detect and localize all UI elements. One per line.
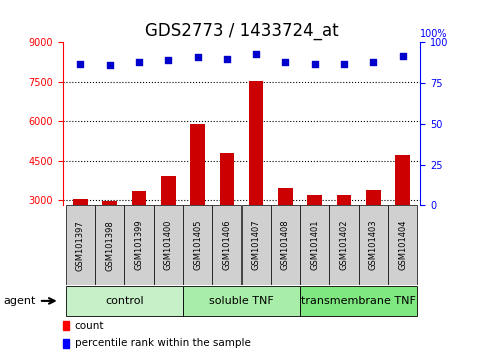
Bar	[337, 195, 351, 279]
Title: GDS2773 / 1433724_at: GDS2773 / 1433724_at	[145, 22, 338, 40]
Text: control: control	[105, 296, 143, 306]
Bar	[366, 189, 381, 279]
Text: GSM101403: GSM101403	[369, 220, 378, 270]
Bar	[132, 191, 146, 279]
Text: GSM101405: GSM101405	[193, 220, 202, 270]
Point	[164, 58, 172, 63]
Point	[399, 53, 407, 58]
Bar	[183, 205, 212, 285]
Text: percentile rank within the sample: percentile rank within the sample	[75, 338, 251, 348]
Bar	[102, 201, 117, 279]
Bar	[220, 153, 234, 279]
Text: GSM101407: GSM101407	[252, 220, 261, 270]
Point	[311, 61, 319, 67]
Point	[135, 59, 143, 65]
Bar	[161, 176, 176, 279]
Text: GSM101400: GSM101400	[164, 220, 173, 270]
Point	[223, 56, 231, 62]
Bar	[154, 205, 183, 285]
Bar	[278, 188, 293, 279]
Bar	[249, 81, 263, 279]
Bar	[388, 205, 417, 285]
Point	[340, 61, 348, 67]
Text: count: count	[75, 321, 104, 331]
Bar	[66, 286, 183, 316]
Bar	[307, 195, 322, 279]
Bar	[73, 199, 88, 279]
Text: GSM101408: GSM101408	[281, 220, 290, 270]
Bar	[242, 205, 271, 285]
Bar	[359, 205, 388, 285]
Text: 100%: 100%	[420, 29, 448, 39]
Point	[282, 59, 289, 65]
Bar	[212, 205, 242, 285]
Point	[106, 62, 114, 68]
Bar	[190, 124, 205, 279]
Bar	[395, 155, 410, 279]
Text: GSM101399: GSM101399	[134, 220, 143, 270]
Bar	[300, 205, 329, 285]
Point	[76, 61, 84, 67]
Text: GSM101404: GSM101404	[398, 220, 407, 270]
Bar	[124, 205, 154, 285]
Text: GSM101397: GSM101397	[76, 220, 85, 270]
Point	[369, 59, 377, 65]
Bar	[271, 205, 300, 285]
Text: GSM101401: GSM101401	[310, 220, 319, 270]
Text: GSM101406: GSM101406	[222, 220, 231, 270]
Text: GSM101402: GSM101402	[340, 220, 349, 270]
Point	[252, 51, 260, 57]
Bar	[329, 205, 359, 285]
Text: agent: agent	[3, 296, 36, 306]
Bar	[300, 286, 417, 316]
Text: GSM101398: GSM101398	[105, 220, 114, 270]
Bar	[95, 205, 124, 285]
Bar	[66, 205, 95, 285]
Text: transmembrane TNF: transmembrane TNF	[301, 296, 416, 306]
Point	[194, 54, 201, 60]
Bar	[183, 286, 300, 316]
Text: soluble TNF: soluble TNF	[209, 296, 274, 306]
